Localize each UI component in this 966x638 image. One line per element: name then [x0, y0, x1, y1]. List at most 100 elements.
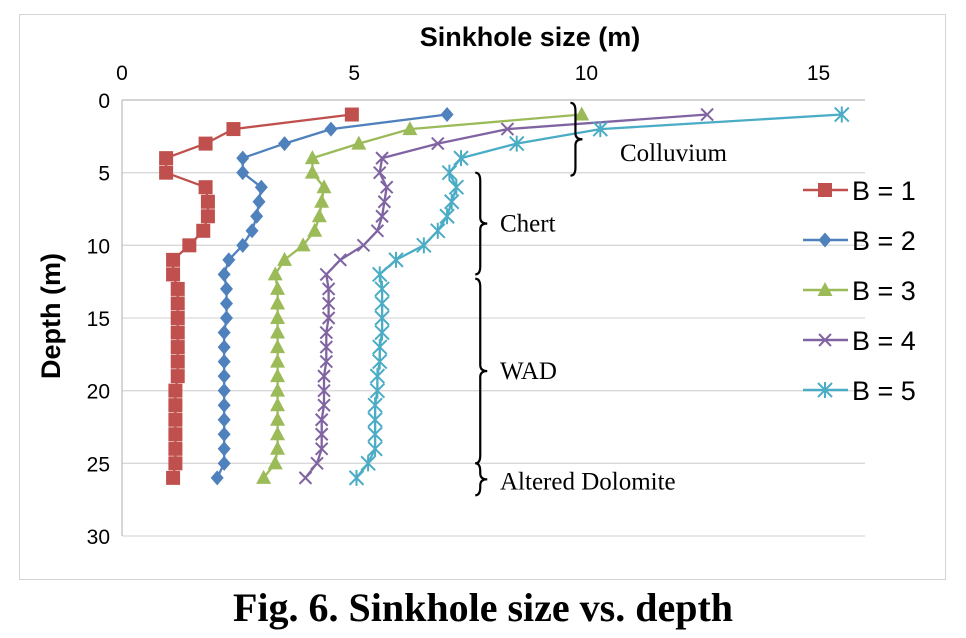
data-point-b5	[367, 411, 383, 428]
data-point-b3	[574, 106, 590, 121]
data-point-b2	[254, 179, 268, 195]
data-point-b2	[217, 368, 231, 384]
data-point-b3	[270, 397, 286, 412]
data-point-b3	[270, 368, 286, 383]
y-axis-title: Depth (m)	[36, 253, 66, 379]
data-point-b3	[270, 353, 286, 368]
legend-label: B = 4	[852, 326, 916, 356]
y-tick-label: 30	[87, 526, 110, 549]
data-point-b3	[267, 455, 283, 470]
data-point-b4	[377, 195, 392, 209]
data-point-b2	[219, 281, 233, 297]
data-point-b3	[307, 222, 323, 237]
legend-marker	[818, 333, 832, 347]
legend-marker	[817, 382, 833, 398]
data-point-b2	[236, 165, 250, 181]
brace-1	[475, 171, 488, 276]
data-point-b2	[245, 223, 259, 239]
x-tick-label: 0	[116, 62, 128, 85]
data-point-b1	[200, 194, 215, 209]
data-point-b4	[317, 398, 331, 412]
brace-3	[475, 462, 488, 497]
x-axis-title: Sinkhole size (m)	[420, 22, 641, 52]
data-point-b5	[388, 251, 404, 268]
data-point-b4	[314, 427, 329, 441]
data-point-b5	[367, 397, 383, 414]
figure-caption: Fig. 6. Sinkhole size vs. depth	[232, 585, 734, 630]
data-point-b4	[298, 471, 313, 485]
data-point-b1	[168, 398, 183, 413]
data-point-b1	[159, 165, 174, 180]
data-point-b2	[252, 194, 266, 210]
data-point-b1	[170, 311, 185, 325]
data-point-b5	[374, 295, 390, 312]
data-point-b2	[217, 412, 231, 428]
data-point-b1	[198, 136, 213, 151]
data-point-b3	[304, 150, 320, 165]
y-tick-label: 10	[87, 235, 110, 258]
chart-frame	[19, 14, 946, 580]
data-point-b2	[210, 470, 224, 486]
data-point-b1	[170, 369, 185, 384]
data-point-b5	[441, 164, 458, 181]
data-point-b1	[170, 281, 185, 296]
data-point-b1	[168, 441, 183, 456]
data-point-b2	[217, 441, 231, 457]
data-point-b4	[431, 136, 445, 151]
data-point-b2	[278, 136, 292, 152]
data-point-b2	[440, 107, 454, 123]
data-point-b5	[360, 455, 376, 472]
data-point-b3	[304, 164, 320, 179]
series-line-b5	[355, 113, 842, 479]
data-point-b1	[226, 122, 241, 137]
data-point-b3	[256, 469, 272, 484]
legend-label: B = 2	[852, 226, 916, 256]
data-point-b5	[374, 280, 390, 297]
legend-marker	[817, 282, 833, 296]
data-point-b5	[430, 222, 446, 239]
x-tick-label: 10	[575, 62, 598, 85]
data-point-b3	[351, 135, 367, 150]
data-point-b2	[217, 266, 231, 282]
data-point-b4	[321, 282, 336, 296]
data-point-b3	[314, 193, 330, 208]
data-point-b3	[270, 339, 286, 354]
data-point-b3	[270, 411, 286, 426]
data-point-b3	[316, 179, 332, 194]
data-point-b3	[311, 208, 327, 223]
data-point-b1	[168, 427, 183, 442]
y-tick-label: 25	[87, 453, 110, 476]
y-tick-label: 15	[87, 308, 110, 331]
data-point-b3	[270, 382, 286, 397]
legend-marker	[818, 232, 832, 248]
data-point-b4	[375, 151, 389, 165]
data-point-b3	[270, 310, 286, 324]
data-point-b4	[321, 311, 336, 325]
data-point-b3	[270, 324, 286, 339]
data-point-b1	[200, 209, 215, 224]
axes: 0 5 10 15 20 25 30 0 5 10 15	[87, 62, 865, 549]
data-point-b4	[379, 180, 394, 194]
data-point-b4	[333, 253, 347, 267]
data-point-b1	[168, 412, 183, 427]
y-tick-label: 5	[98, 163, 110, 186]
data-point-b1	[159, 151, 174, 166]
data-point-b5	[439, 208, 455, 225]
data-point-b1	[170, 340, 185, 355]
series-line-b4	[304, 113, 708, 479]
data-point-b2	[217, 354, 231, 370]
brace-2	[475, 277, 488, 465]
data-point-b5	[372, 339, 388, 356]
data-point-b1	[166, 252, 181, 267]
data-point-b5	[348, 469, 365, 486]
series-line-b2	[216, 113, 448, 479]
data-point-b2	[324, 121, 338, 137]
data-point-b5	[374, 310, 390, 326]
y-tick-label: 20	[87, 381, 110, 404]
data-point-b4	[317, 383, 331, 398]
data-point-b5	[372, 353, 388, 370]
data-point-b2	[236, 237, 250, 253]
data-point-b2	[236, 150, 250, 166]
data-point-b5	[369, 382, 386, 399]
data-point-b2	[217, 397, 231, 413]
